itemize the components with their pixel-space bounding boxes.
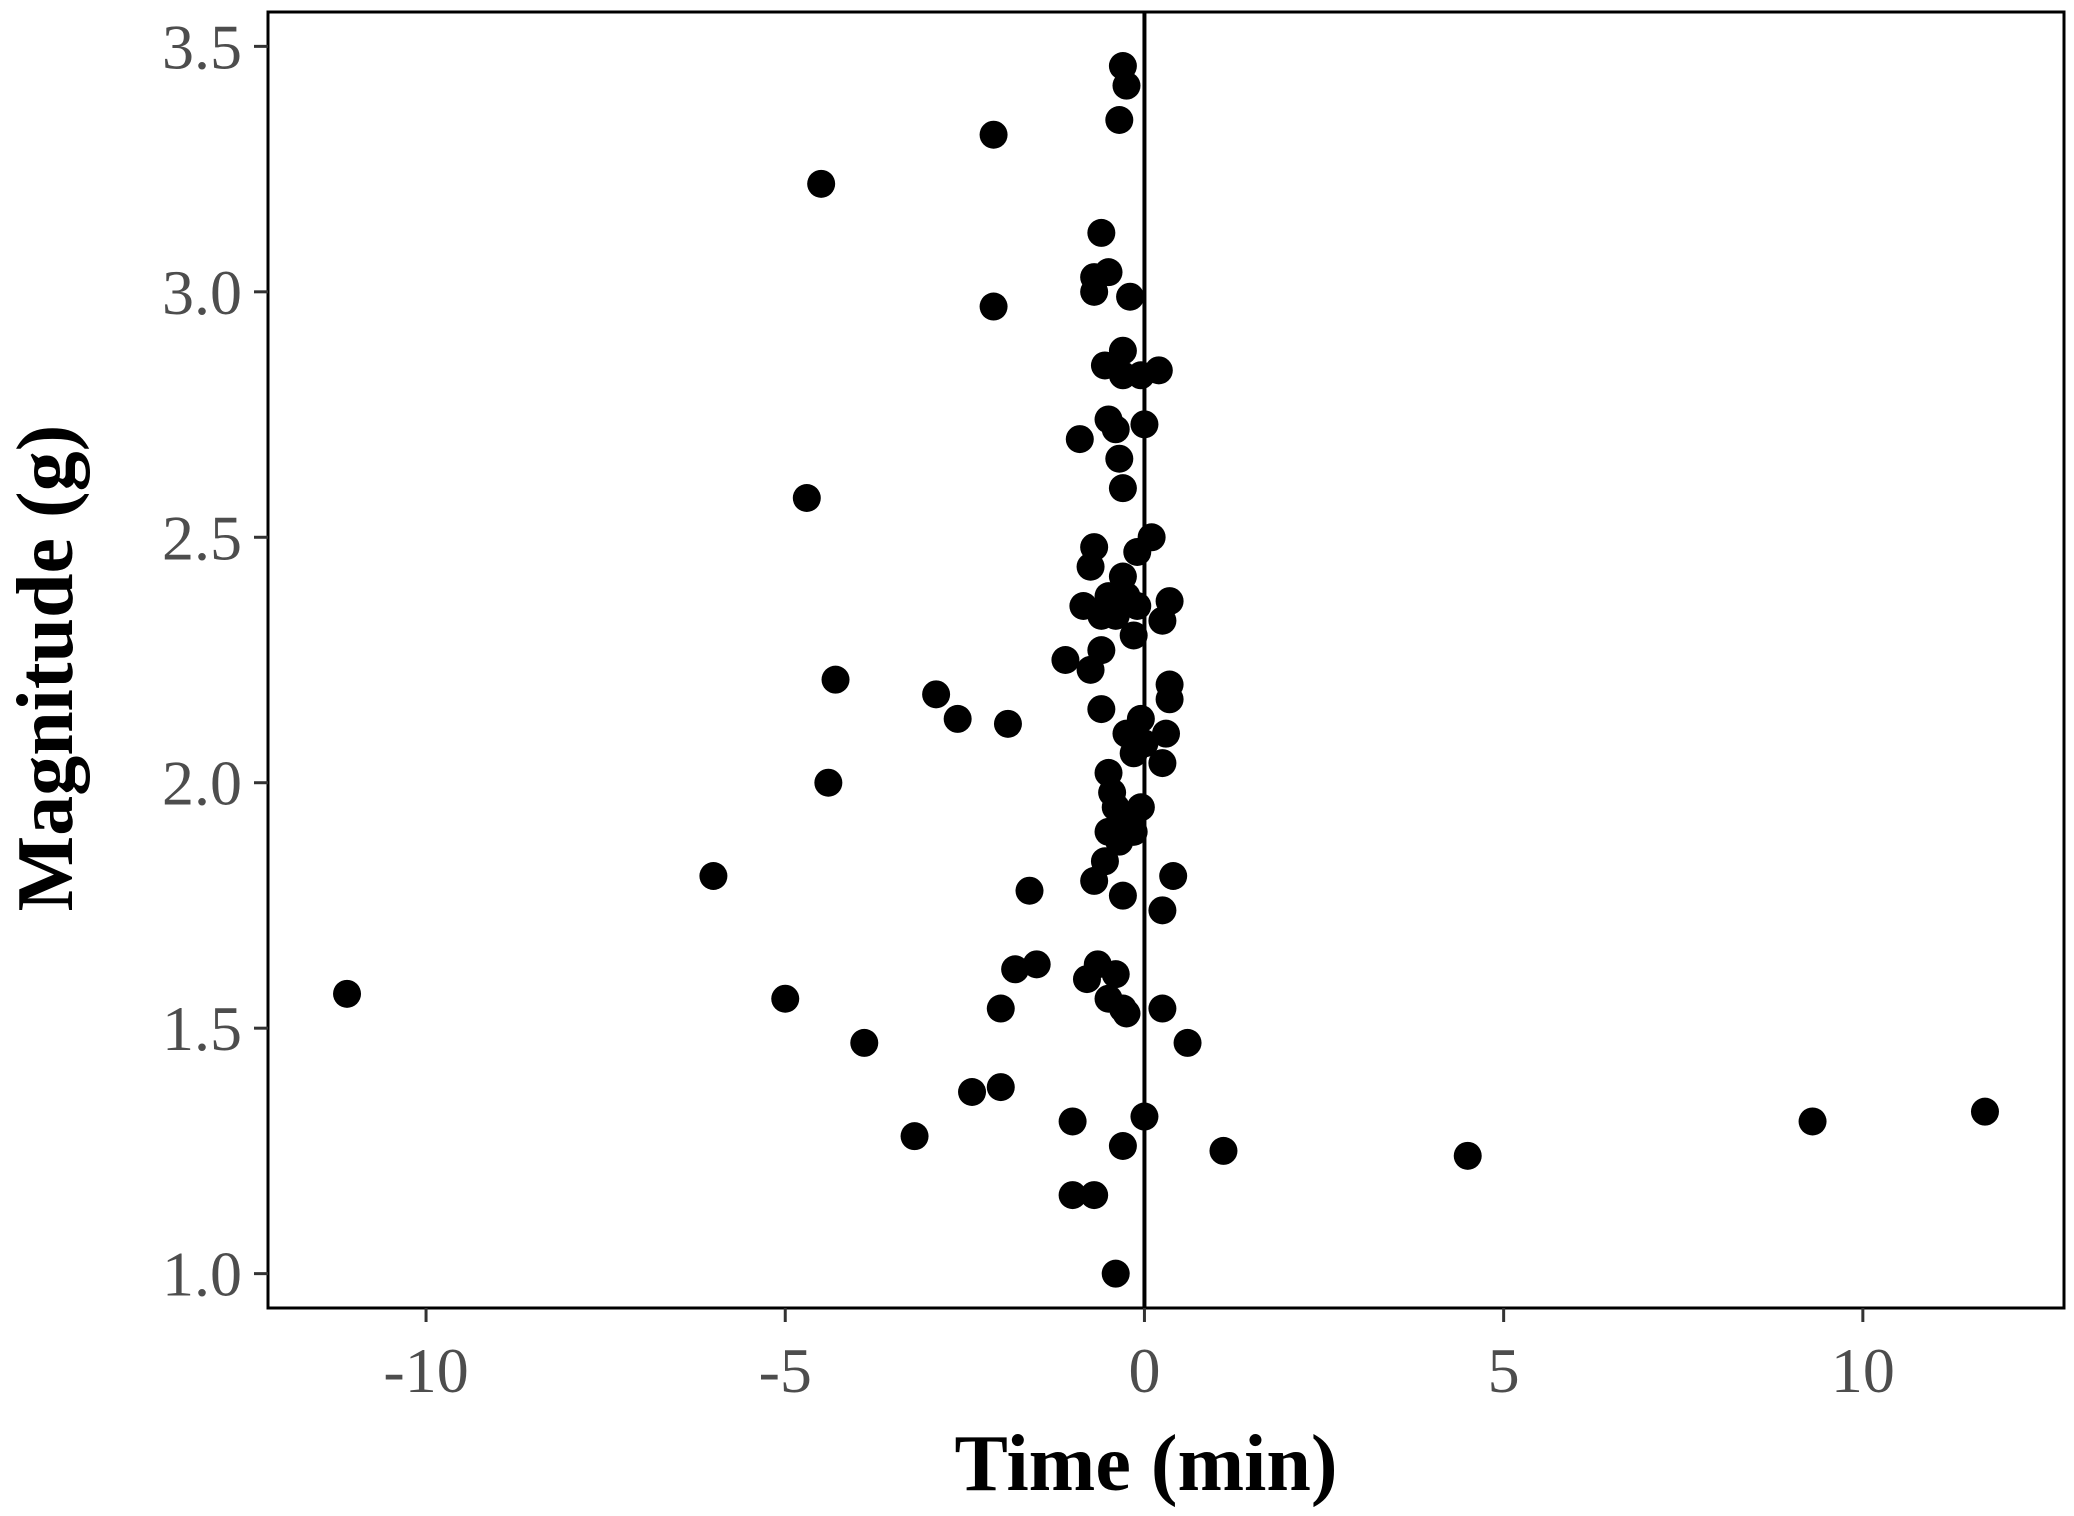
data-point (771, 984, 800, 1013)
y-tick-label: 3.0 (162, 257, 242, 328)
data-point (1051, 646, 1080, 674)
data-point (821, 665, 850, 694)
y-tick-label: 1.5 (162, 993, 242, 1064)
data-point (1152, 719, 1180, 748)
data-point (699, 862, 728, 890)
y-axis: 1.0 1.5 2.0 2.5 3.0 3.5 (162, 11, 268, 1310)
x-tick-label: 5 (1488, 1335, 1520, 1406)
data-point (792, 484, 821, 512)
data-point (1108, 881, 1137, 910)
data-point (1080, 1181, 1109, 1210)
y-axis-title: Magnitude (g) (2, 425, 90, 912)
x-tick-label: 10 (1831, 1335, 1895, 1406)
data-point (807, 169, 836, 198)
data-point (1058, 1181, 1087, 1210)
data-point (986, 994, 1015, 1023)
data-point (1087, 695, 1116, 724)
data-point (1065, 425, 1094, 454)
data-point (979, 292, 1008, 321)
x-axis-title: Time (min) (955, 1420, 1338, 1508)
data-point (1130, 410, 1159, 439)
data-point (814, 768, 843, 797)
data-point (1080, 866, 1109, 895)
data-point (1076, 655, 1105, 684)
data-point (1173, 1028, 1202, 1057)
data-point (1058, 1107, 1087, 1136)
data-point (993, 709, 1022, 738)
y-tick-label: 3.5 (162, 11, 242, 82)
x-axis: -10 -5 0 5 10 (383, 1308, 1895, 1406)
data-point (1119, 739, 1148, 768)
x-tick-label: 0 (1128, 1335, 1160, 1406)
x-tick-label: -5 (759, 1335, 812, 1406)
data-point (979, 120, 1008, 149)
data-point (1148, 994, 1177, 1023)
data-point (1123, 592, 1152, 620)
data-point (1105, 827, 1134, 856)
data-point (1108, 1132, 1137, 1160)
data-point (1101, 1259, 1130, 1288)
data-point (922, 680, 951, 709)
data-point (900, 1122, 929, 1151)
data-point (1148, 749, 1177, 778)
data-point (1148, 896, 1177, 925)
data-point (1105, 444, 1134, 473)
data-point (986, 1073, 1015, 1102)
plot-panel (266, 10, 2066, 1310)
data-point (1155, 685, 1184, 714)
data-point (1130, 1102, 1159, 1131)
y-tick-label: 2.0 (162, 748, 242, 819)
data-point (1101, 960, 1130, 989)
y-tick-label: 2.5 (162, 502, 242, 573)
points-layer (333, 52, 1999, 1288)
plot-border (266, 10, 2066, 1310)
data-point (1970, 1097, 1999, 1126)
data-point (1112, 999, 1141, 1028)
data-point (1022, 950, 1051, 979)
data-point (943, 704, 972, 733)
data-point (1108, 474, 1137, 503)
data-point (1112, 71, 1141, 100)
data-point (850, 1028, 879, 1057)
data-point (1123, 538, 1152, 566)
data-point (1072, 965, 1101, 994)
data-point (1094, 258, 1123, 287)
data-point (333, 979, 362, 1008)
data-point (958, 1078, 987, 1106)
data-point (1159, 862, 1188, 890)
data-point (1101, 415, 1130, 444)
y-tick-label: 1.0 (162, 1239, 242, 1310)
data-point (1001, 955, 1030, 984)
data-point (1015, 876, 1044, 905)
data-point (1119, 621, 1148, 650)
data-point (1101, 601, 1130, 630)
data-point (1148, 606, 1177, 635)
data-point (1116, 282, 1145, 311)
data-point (1105, 106, 1134, 134)
data-point (1080, 277, 1109, 306)
data-point (1076, 552, 1105, 581)
data-point (1126, 361, 1155, 390)
x-tick-label: -10 (383, 1335, 468, 1406)
data-point (1087, 218, 1116, 247)
data-point (1798, 1107, 1827, 1136)
data-point (1453, 1141, 1482, 1170)
data-point (1209, 1136, 1238, 1165)
